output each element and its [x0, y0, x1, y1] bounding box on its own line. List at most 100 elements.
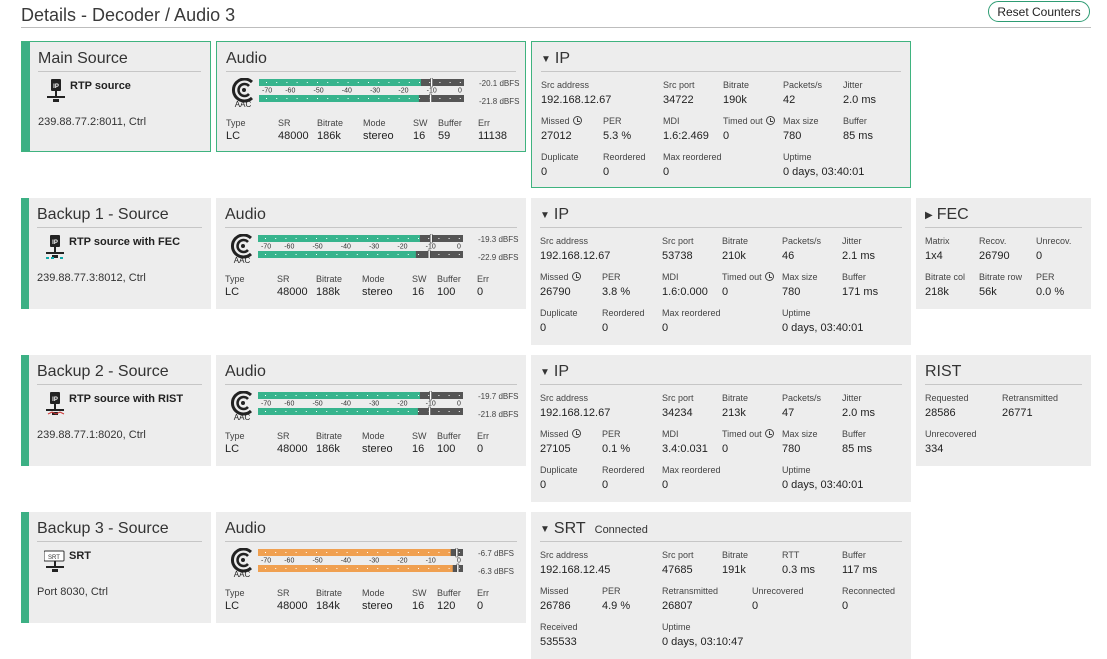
field-value: 0 days, 03:40:01	[783, 166, 865, 178]
ip-title[interactable]: ▼ IP	[541, 50, 570, 68]
field-label: Unrecovered	[925, 429, 977, 439]
audio-panel: Audio AAC -70 -60 -50 -40 -30 -20 -10 0 -19.7 dBFS…	[216, 355, 526, 466]
meter-tick	[265, 254, 266, 255]
meter-tick	[407, 411, 409, 412]
field-label: Src port	[663, 80, 695, 90]
meter-tick-label: -10	[426, 244, 436, 251]
caret-down-icon[interactable]: ▼	[540, 210, 550, 221]
srt-title[interactable]: ▼ SRT Connected	[540, 520, 648, 538]
source-title: Backup 3 - Source	[37, 520, 169, 537]
meter-tick	[377, 411, 379, 412]
field-label: Reordered	[602, 465, 645, 475]
audio-buffer-value: 59	[438, 130, 451, 142]
meter-tick-label: -20	[397, 401, 407, 408]
field-label: Bitrate	[722, 550, 749, 560]
meter-tick	[316, 238, 317, 239]
field-label: Timed out	[722, 429, 774, 439]
field-value: 3.8 %	[602, 286, 631, 298]
field-label: Buffer	[842, 429, 866, 439]
field-value: 0	[603, 166, 610, 178]
fec-title[interactable]: ▶ FEC	[925, 206, 969, 224]
field-label: Uptime	[782, 465, 811, 475]
field-value: 26790	[540, 286, 571, 298]
field-value: 780	[782, 286, 801, 298]
meter-tick	[368, 98, 369, 99]
meter-tick	[336, 254, 338, 255]
meter-tick	[316, 395, 317, 396]
field-value: 210k	[722, 250, 746, 262]
field-label: Max size	[782, 429, 818, 439]
meter-tick	[458, 238, 460, 239]
meter-peak-marker	[455, 548, 459, 558]
aac-icon: AAC	[232, 78, 254, 108]
meter-tick-label: -40	[342, 88, 352, 95]
meter-tick	[397, 395, 399, 396]
field-label: Src port	[662, 236, 694, 246]
audio-err-value: 0	[477, 286, 484, 298]
meter-tick	[438, 254, 440, 255]
meter-tick	[398, 82, 400, 83]
meter-tick	[336, 395, 338, 396]
audio-buffer-label: Buffer	[437, 588, 461, 598]
meter-tick-label: -30	[370, 88, 380, 95]
field-label: Received	[540, 622, 578, 632]
meter-tick	[418, 568, 419, 569]
meter-tick	[305, 238, 307, 239]
svg-text:IP: IP	[53, 84, 59, 90]
field-value: 0	[540, 322, 547, 334]
meter-tick	[306, 98, 308, 99]
caret-down-icon[interactable]: ▼	[541, 54, 551, 65]
field-label: Matrix	[925, 236, 950, 246]
srt-icon: SRT	[44, 550, 65, 572]
field-value: 47	[782, 407, 795, 419]
meter-tick	[285, 568, 287, 569]
field-value: 171 ms	[842, 286, 879, 298]
meter-tick	[295, 395, 297, 396]
meter-tick	[305, 568, 307, 569]
meter-tick-label: -20	[397, 558, 407, 565]
dbfs-readout: -19.3 dBFS	[478, 235, 519, 244]
meter-tick	[317, 98, 318, 99]
meter-tick	[418, 395, 419, 396]
meter-tick	[275, 411, 277, 412]
dbfs-readout: -22.9 dBFS	[478, 253, 519, 262]
caret-right-icon[interactable]: ▶	[925, 210, 933, 221]
ip-title[interactable]: ▼ IP	[540, 206, 569, 224]
source-panel: Backup 3 - Source SRT SRT Port 8030, Ctrl	[21, 512, 211, 623]
meter-tick	[428, 395, 430, 396]
meter-tick	[367, 411, 368, 412]
field-value: 0	[752, 600, 759, 612]
clock-icon	[764, 429, 774, 438]
audio-err-value: 0	[477, 600, 484, 612]
field-value: 213k	[722, 407, 746, 419]
meter-tick	[388, 98, 390, 99]
dbfs-readout: -21.8 dBFS	[478, 410, 519, 419]
meter-tick	[398, 98, 400, 99]
source-panel: Backup 1 - Source IP RTP source with FEC 23…	[21, 198, 211, 309]
title-underline	[225, 541, 517, 542]
reset-counters-button[interactable]: Reset Counters	[988, 1, 1090, 22]
meter-tick-label: -50	[313, 244, 323, 251]
meter-tick	[336, 552, 338, 553]
field-label: Reordered	[602, 308, 645, 318]
ip-title[interactable]: ▼ IP	[540, 363, 569, 381]
meter-tick	[407, 238, 409, 239]
field-label: Timed out	[722, 272, 774, 282]
caret-down-icon[interactable]: ▼	[540, 524, 550, 535]
field-value: 334	[925, 443, 944, 455]
caret-down-icon[interactable]: ▼	[540, 367, 550, 378]
meter-tick	[357, 98, 359, 99]
field-label: Requested	[925, 393, 969, 403]
audio-sr-value: 48000	[277, 600, 308, 612]
meter-tick	[337, 82, 339, 83]
source-title: Main Source	[38, 50, 128, 67]
title-divider	[21, 27, 1091, 28]
field-label: MDI	[662, 429, 679, 439]
audio-mode-value: stereo	[362, 600, 393, 612]
meter-tick	[458, 552, 460, 553]
audio-type-value: LC	[225, 286, 240, 298]
meter-tick-label: -60	[284, 401, 294, 408]
source-address: 239.88.77.3:8012, Ctrl	[37, 272, 146, 284]
meter-tick	[387, 254, 389, 255]
field-value: 5.3 %	[603, 130, 632, 142]
